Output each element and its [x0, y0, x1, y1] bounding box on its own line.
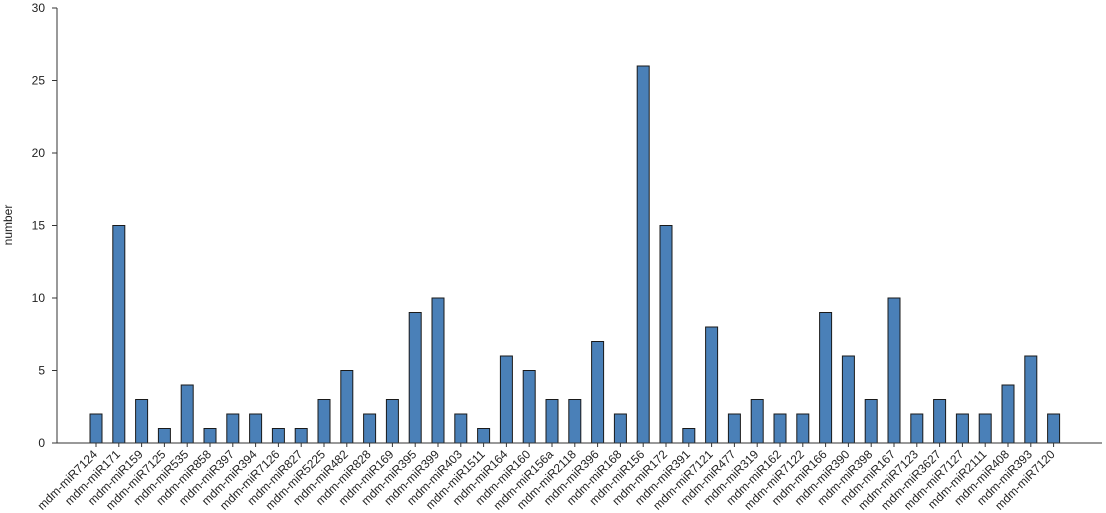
bar	[180, 384, 194, 444]
y-tick-label: 30	[32, 1, 46, 15]
bar	[887, 297, 901, 444]
bar	[89, 413, 103, 444]
bar	[705, 326, 719, 444]
bar	[773, 413, 787, 444]
y-tick-label: 0	[38, 436, 45, 450]
bar	[408, 312, 422, 444]
y-tick-label: 15	[32, 219, 46, 233]
bar	[454, 413, 468, 444]
bar	[294, 428, 308, 444]
bar	[659, 225, 673, 444]
bar	[1001, 384, 1015, 444]
bar	[226, 413, 240, 444]
bar	[1047, 413, 1061, 444]
bar	[841, 355, 855, 444]
y-tick-label: 5	[38, 364, 45, 378]
bars	[89, 65, 1061, 444]
bar	[568, 399, 582, 444]
bar	[317, 399, 331, 444]
y-tick-label: 25	[32, 74, 46, 88]
bar	[613, 413, 627, 444]
bar	[727, 413, 741, 444]
y-tick-label: 10	[32, 291, 46, 305]
bar	[385, 399, 399, 444]
bar	[864, 399, 878, 444]
bar	[522, 370, 536, 444]
bar	[271, 428, 285, 444]
bar	[955, 413, 969, 444]
bar	[157, 428, 171, 444]
bar	[910, 413, 924, 444]
bar	[340, 370, 354, 444]
bar	[431, 297, 445, 444]
bar	[1024, 355, 1038, 444]
bar	[499, 355, 513, 444]
bar	[545, 399, 559, 444]
bar	[682, 428, 696, 444]
bar	[249, 413, 263, 444]
bar	[978, 413, 992, 444]
bar	[135, 399, 149, 444]
bar	[363, 413, 377, 444]
bar	[750, 399, 764, 444]
bar	[112, 225, 126, 444]
bar	[933, 399, 947, 444]
bar	[819, 312, 833, 444]
bar	[477, 428, 491, 444]
bar	[203, 428, 217, 444]
bar	[591, 341, 605, 444]
x-axis: mdm-miR7124mdm-miR171mdm-miR159mdm-miR71…	[35, 442, 1102, 513]
y-axis: 0 5 10 15 20 25 30	[32, 1, 58, 450]
y-tick-label: 20	[32, 146, 46, 160]
bar	[796, 413, 810, 444]
bar	[636, 65, 650, 444]
y-axis-title: number	[1, 205, 15, 246]
